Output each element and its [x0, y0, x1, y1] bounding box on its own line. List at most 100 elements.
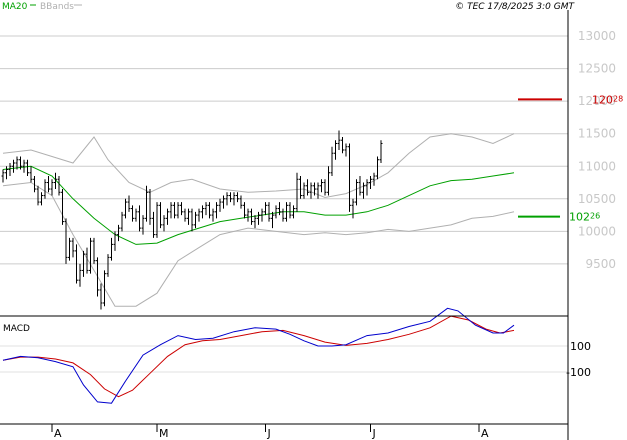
month-label: M	[159, 427, 169, 440]
macd-signal-line	[2, 315, 515, 398]
ohlc-bar	[330, 146, 334, 177]
ohlc-bar	[68, 237, 71, 261]
ohlc-bar	[278, 202, 281, 216]
ohlc-bar	[295, 172, 299, 212]
ohlc-bar	[8, 163, 12, 177]
ohlc-bar	[264, 202, 267, 216]
month-label: J	[372, 427, 376, 440]
ohlc-bar	[71, 237, 75, 258]
ohlc-bar	[169, 202, 173, 219]
ohlc-bar	[180, 202, 183, 216]
macd-line	[2, 307, 515, 404]
ohlc-bar	[302, 182, 306, 199]
price-axis-ticks: 13000 12500 12000 11500 11000 10500 10000 9500	[578, 29, 616, 271]
ohlc-bar	[232, 192, 236, 206]
ohlc-bar	[124, 198, 127, 219]
ohlc-bar	[57, 176, 61, 196]
ohlc-bar	[225, 192, 229, 206]
ohlc-bar	[64, 218, 68, 264]
ohlc-bar	[89, 237, 92, 274]
ohlc-bar	[110, 237, 113, 261]
ohlc-bar	[141, 215, 145, 235]
ohlc-bar	[288, 202, 292, 219]
ohlc-bar	[351, 198, 355, 219]
ohlc-bar	[372, 172, 376, 186]
support-resistance-levels: 12028 10226	[518, 93, 623, 224]
ohlc-bar	[306, 179, 309, 196]
ohlc-bar	[285, 202, 288, 222]
ohlc-bar	[379, 140, 383, 163]
ohlc-bar	[211, 208, 215, 222]
price-gridlines	[0, 35, 568, 265]
macd-panel-label: MACD	[3, 324, 30, 334]
ohlc-bar	[323, 179, 327, 196]
ohlc-bar	[12, 159, 15, 173]
ohlc-bar	[376, 156, 379, 180]
ohlc-bar	[61, 189, 64, 225]
ohlc-bar	[47, 176, 50, 193]
bbands-lower-line	[2, 181, 515, 307]
ohlc-bar	[138, 205, 141, 232]
ohlc-bar	[183, 208, 187, 222]
ohlc-bar	[1, 169, 5, 183]
price-tick-label: 12000	[578, 94, 616, 108]
ohlc-bars	[1, 130, 383, 310]
ohlc-bar	[117, 224, 120, 242]
ohlc-bar	[78, 263, 82, 287]
ohlc-bar	[145, 185, 148, 222]
ohlc-bar	[246, 208, 250, 222]
ohlc-bar	[334, 140, 337, 160]
ohlc-bar	[218, 198, 222, 212]
ohlc-bar	[194, 211, 197, 229]
ohlc-bar	[159, 202, 162, 229]
ohlc-bar	[29, 166, 33, 183]
ohlc-bar	[253, 215, 257, 229]
ohlc-bar	[33, 176, 36, 193]
support-level-label: 10226	[569, 211, 600, 224]
ohlc-bar	[316, 182, 320, 199]
ohlc-bar	[355, 179, 358, 206]
ohlc-bar	[222, 195, 225, 209]
ohlc-bar	[348, 143, 351, 212]
ohlc-bar	[260, 208, 264, 222]
ohlc-bar	[120, 211, 124, 232]
ohlc-bar	[274, 205, 278, 219]
ohlc-bar	[236, 192, 239, 203]
ohlc-bar	[36, 185, 40, 206]
ohlc-bar	[337, 130, 341, 150]
ohlc-bar	[250, 208, 253, 225]
ma20-line-group	[2, 165, 515, 245]
ohlc-bar	[299, 176, 302, 199]
ohlc-bar	[127, 195, 131, 212]
ohlc-bar	[358, 176, 362, 196]
price-tick-label: 9500	[585, 257, 616, 271]
macd-gridlines	[0, 345, 568, 373]
ohlc-bar	[239, 195, 243, 209]
ohlc-bar	[201, 205, 204, 219]
ohlc-bar	[106, 254, 110, 277]
ohlc-bar	[54, 172, 57, 190]
ohlc-bar	[369, 176, 372, 190]
ohlc-bar	[50, 179, 54, 196]
ohlc-bar	[313, 182, 316, 196]
price-tick-label: 13000	[578, 29, 616, 43]
month-label: A	[54, 427, 62, 440]
ohlc-bar	[204, 202, 208, 216]
ohlc-bar	[19, 156, 22, 170]
ohlc-bar	[40, 192, 43, 206]
ohlc-bar	[267, 202, 271, 222]
ohlc-bar	[173, 202, 176, 219]
ohlc-bar	[292, 205, 295, 219]
ohlc-bar	[99, 283, 103, 310]
ohlc-bar	[82, 250, 85, 277]
ohlc-bar	[15, 156, 19, 170]
ohlc-bar	[320, 179, 323, 193]
ohlc-bar	[131, 205, 134, 222]
ohlc-bar	[187, 208, 190, 225]
macd-axis-ticks: 100 -100	[566, 340, 591, 379]
ohlc-bar	[92, 237, 96, 264]
ohlc-bar	[309, 182, 313, 199]
ohlc-bar	[176, 202, 180, 219]
ohlc-bar	[215, 202, 218, 219]
